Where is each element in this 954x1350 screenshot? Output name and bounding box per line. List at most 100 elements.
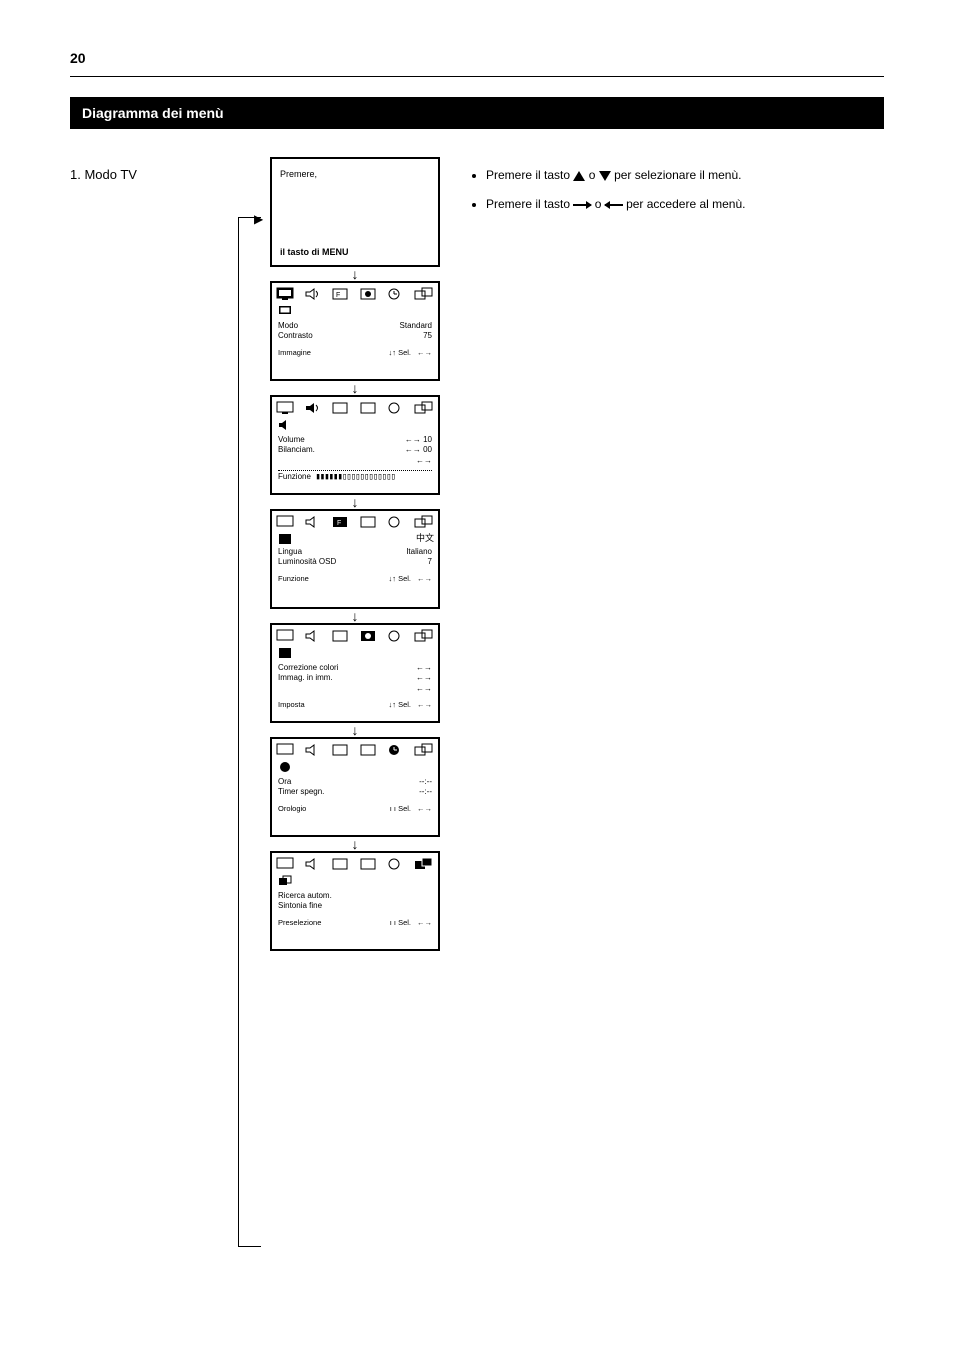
icon-row [276, 401, 434, 415]
panel-instruction: Premere, il tasto di MENU [270, 157, 440, 267]
sound-icon [304, 515, 322, 529]
sub-setup-icon [278, 647, 292, 659]
panel-body: LinguaItaliano Luminosità OSD7 Funzione … [276, 547, 434, 584]
footer-arrows: ←→ [417, 804, 432, 814]
section-header: Diagramma dei menù [70, 97, 884, 129]
sub-preset-icon [278, 875, 292, 887]
clock-icon [386, 515, 404, 529]
sub-tv-icon [278, 305, 292, 317]
footer-label: Funzione [278, 574, 382, 584]
setup-icon [359, 515, 377, 529]
row-label: Immag. in imm. [278, 673, 333, 683]
function-icon [331, 629, 349, 643]
function-icon: F [331, 515, 349, 529]
instr-pre: Premere il tasto [486, 197, 573, 211]
instruction-line2: il tasto di MENU [280, 247, 430, 257]
dotted-divider: Funzione ▮▮▮▮▮▮▯▯▯▯▯▯▯▯▯▯▯▯ [278, 470, 432, 484]
setup-icon [359, 857, 377, 871]
triangle-down-icon [599, 171, 611, 181]
preset-icon [414, 401, 434, 415]
row-label: Sintonia fine [278, 901, 322, 911]
horizontal-rule [70, 76, 884, 77]
sound-icon [304, 857, 322, 871]
footer-mid: ↓↑ Sel. [388, 348, 411, 358]
row-value: ←→ 10 [405, 435, 432, 445]
setup-icon [359, 743, 377, 757]
footer-mid: ı ı Sel. [390, 804, 411, 814]
function-icon [331, 401, 349, 415]
instruction-line1: Premere, [280, 169, 430, 179]
tv-icon [276, 515, 294, 529]
instr-pre: Premere il tasto [486, 168, 573, 182]
row-label: Contrasto [278, 331, 313, 341]
instruction-item: Premere il tasto o per accedere al menù. [486, 196, 884, 213]
instruction-item: Premere il tasto o per selezionare il me… [486, 167, 884, 184]
row-value: ←→ [416, 684, 432, 694]
panel-preselezione: Ricerca autom. Sintonia fine Preselezion… [270, 851, 440, 951]
content-row: 1. Modo TV ▶ Premere, il tasto di MENU ↓… [70, 157, 884, 951]
triangle-up-icon [573, 171, 585, 181]
row-label: Timer spegn. [278, 787, 324, 797]
footer-label: Immagine [278, 348, 382, 358]
row-label: Lingua [278, 547, 302, 557]
panel-body: Ora--:-- Timer spegn.--:-- Orologio ı ı … [276, 777, 434, 814]
row-value: --:-- [419, 777, 432, 787]
icon-row [276, 743, 434, 757]
instr-post: per selezionare il menù. [614, 168, 741, 182]
svg-text:F: F [337, 520, 341, 527]
footer-label: Imposta [278, 700, 382, 710]
tv-icon [276, 857, 294, 871]
row-value: Standard [400, 321, 432, 331]
row-value: ←→ [416, 673, 432, 683]
tv-icon [276, 743, 294, 757]
arrow-left-icon [605, 204, 623, 206]
panel-orologio: Ora--:-- Timer spegn.--:-- Orologio ı ı … [270, 737, 440, 837]
slider-bars: ▮▮▮▮▮▮▯▯▯▯▯▯▯▯▯▯▯▯ [315, 472, 395, 484]
row-value: --:-- [419, 787, 432, 797]
arrow-down-icon: ↓ [352, 383, 359, 393]
function-icon [331, 857, 349, 871]
tv-icon [276, 287, 294, 301]
panel-body: ModoStandard Contrasto75 Immagine ↓↑ Sel… [276, 321, 434, 358]
panel-imposta: Correzione colori←→ Immag. in imm.←→ ←→ … [270, 623, 440, 723]
setup-icon [359, 629, 377, 643]
return-loop-line [238, 217, 261, 1247]
tv-icon [276, 401, 294, 415]
row-label: Ricerca autom. [278, 891, 332, 901]
flow-column: ▶ Premere, il tasto di MENU ↓ F [260, 157, 450, 951]
row-label: Modo [278, 321, 298, 331]
arrow-down-icon: ↓ [352, 497, 359, 507]
left-column: 1. Modo TV [70, 157, 240, 182]
row-value: 7 [428, 557, 432, 567]
preset-icon [414, 743, 434, 757]
footer-mid: ↓↑ Sel. [388, 574, 411, 584]
setup-icon [359, 401, 377, 415]
icon-row [276, 629, 434, 643]
icon-row: F [276, 515, 434, 529]
panel-suono: Volume←→ 10 Bilanciam.←→ 00 ←→ Funzione … [270, 395, 440, 495]
icon-row [276, 857, 434, 871]
footer-arrows: ←→ [417, 574, 432, 584]
preset-icon [414, 857, 434, 871]
instr-sep: o [589, 168, 599, 182]
arrow-right-icon [573, 204, 591, 206]
row-label: Bilanciam. [278, 445, 315, 455]
right-column: Premere il tasto o per selezionare il me… [470, 157, 884, 225]
row-label: Correzione colori [278, 663, 338, 673]
clock-icon [386, 857, 404, 871]
preset-icon [414, 287, 434, 301]
footer-arrows: ←→ [417, 918, 432, 928]
footer-arrows: ←→ [417, 348, 432, 358]
tv-icon [276, 629, 294, 643]
page: 20 Diagramma dei menù 1. Modo TV ▶ Preme… [0, 0, 954, 1001]
return-loop-arrow-icon: ▶ [254, 212, 263, 226]
panel-body: Volume←→ 10 Bilanciam.←→ 00 ←→ Funzione … [276, 435, 434, 484]
sound-icon [304, 629, 322, 643]
clock-icon [386, 629, 404, 643]
footer-arrows: ←→ [417, 700, 432, 710]
footer-mid: ↓↑ Sel. [388, 700, 411, 710]
clock-icon [386, 401, 404, 415]
arrow-down-icon: ↓ [352, 839, 359, 849]
sound-icon [304, 743, 322, 757]
arrow-down-icon: ↓ [352, 725, 359, 735]
